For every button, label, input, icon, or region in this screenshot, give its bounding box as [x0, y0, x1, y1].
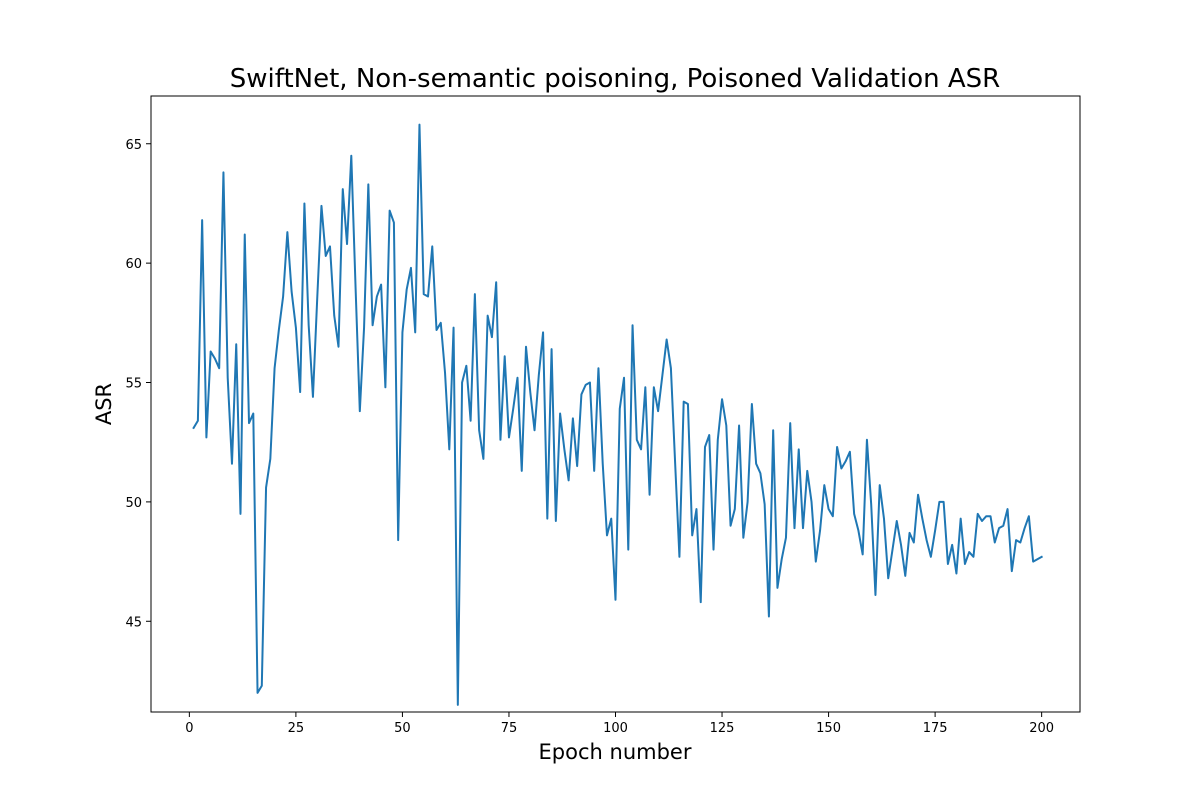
x-tick-label: 150: [816, 721, 841, 736]
x-tick-label: 200: [1029, 721, 1054, 736]
y-tick-label: 60: [125, 257, 142, 272]
y-tick-label: 55: [125, 377, 142, 392]
x-axis-title: Epoch number: [539, 740, 692, 764]
x-tick-label: 50: [394, 721, 411, 736]
y-tick-label: 50: [125, 496, 142, 511]
x-tick-label: 125: [710, 721, 735, 736]
y-axis-title: ASR: [92, 383, 116, 425]
chart-title: SwiftNet, Non-semantic poisoning, Poison…: [230, 64, 1000, 94]
x-tick-label: 75: [501, 721, 518, 736]
x-tick-label: 100: [603, 721, 628, 736]
y-tick-label: 65: [125, 138, 142, 153]
x-tick-label: 175: [923, 721, 948, 736]
y-tick-label: 45: [125, 615, 142, 630]
x-tick-label: 25: [288, 721, 305, 736]
x-tick-label: 0: [185, 721, 193, 736]
series-line-0: [192, 123, 1044, 706]
plot-area: 0 25 50 75 100 125 150 175 200 45 50 55 60 65: [125, 95, 1081, 736]
